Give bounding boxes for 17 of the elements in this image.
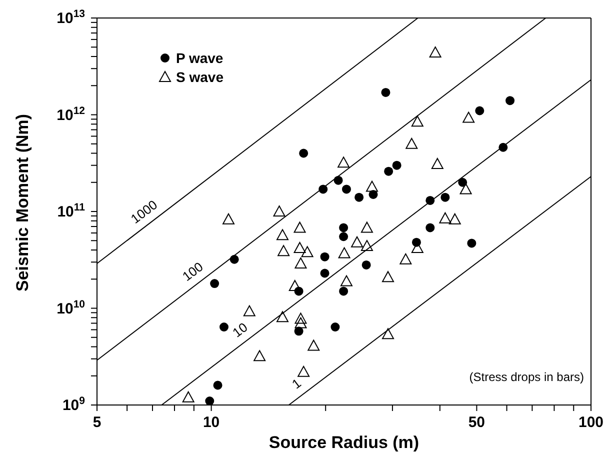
y-tick-label: 10$^{9}$	[62, 395, 86, 414]
text: 10	[230, 320, 250, 340]
legend-label: S wave	[176, 68, 224, 84]
x-tick-label: 50	[468, 414, 486, 431]
x-tick-label: 10	[202, 414, 220, 431]
y-tick-label: 10$^{13}$	[56, 8, 86, 27]
y-tick-label: 10$^{10}$	[56, 298, 86, 318]
legend-label: P wave	[176, 50, 224, 66]
y-axis-title: Seismic Moment (Nm)	[13, 114, 32, 292]
y-tick-label: 10$^{12}$	[56, 104, 86, 124]
x-axis-title: Source Radius (m)	[268, 433, 420, 452]
text: 100	[180, 259, 206, 284]
x-tick-label: 100	[578, 414, 604, 431]
text: 1	[288, 375, 304, 392]
x-tick-label: 5	[92, 414, 102, 431]
annotation: (Stress drops in bars)	[469, 370, 584, 384]
y-tick-label: 10$^{11}$	[57, 202, 86, 220]
